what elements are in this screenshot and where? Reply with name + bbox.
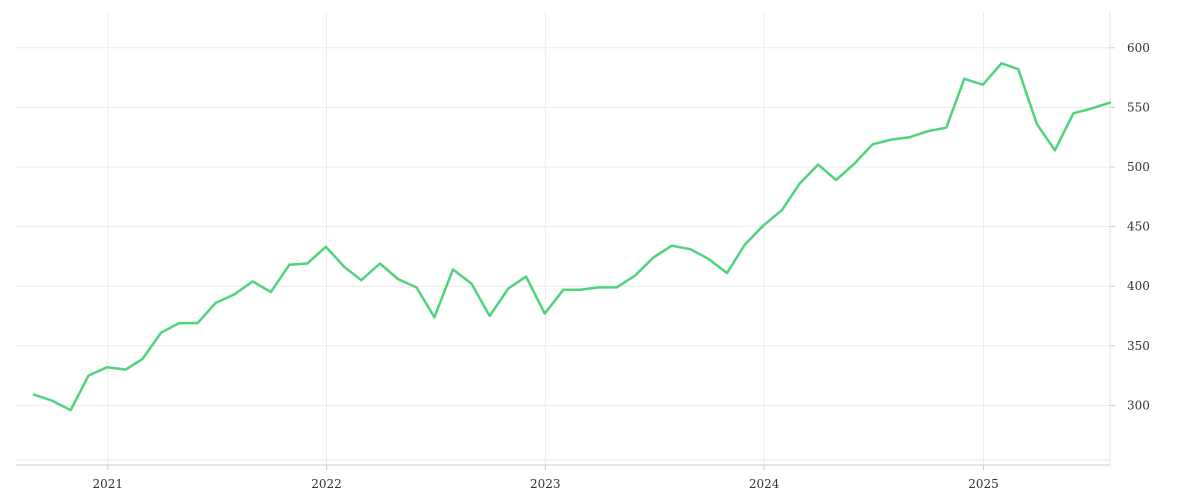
axis-layer xyxy=(16,12,1111,466)
y-tick-label: 400 xyxy=(1127,279,1150,293)
y-tick-label: 500 xyxy=(1127,160,1150,174)
y-tick-label: 300 xyxy=(1127,398,1150,412)
y-tick-label: 450 xyxy=(1127,220,1150,234)
x-tick-label: 2023 xyxy=(530,477,561,491)
y-tick-label: 350 xyxy=(1127,339,1150,353)
grid-layer xyxy=(16,12,1110,465)
series-line xyxy=(32,62,1112,412)
x-axis-ticks: 2021 2022 2023 2024 2025 xyxy=(92,465,999,491)
y-tick-label: 600 xyxy=(1127,41,1150,55)
x-tick-label: 2024 xyxy=(749,477,780,491)
line-layer xyxy=(32,62,1112,412)
x-tick-label: 2022 xyxy=(311,477,342,491)
y-axis-ticks: 300 350 400 450 500 550 600 xyxy=(1110,41,1150,412)
x-tick-label: 2021 xyxy=(92,477,123,491)
y-tick-label: 550 xyxy=(1127,100,1150,114)
x-tick-label: 2025 xyxy=(968,477,999,491)
